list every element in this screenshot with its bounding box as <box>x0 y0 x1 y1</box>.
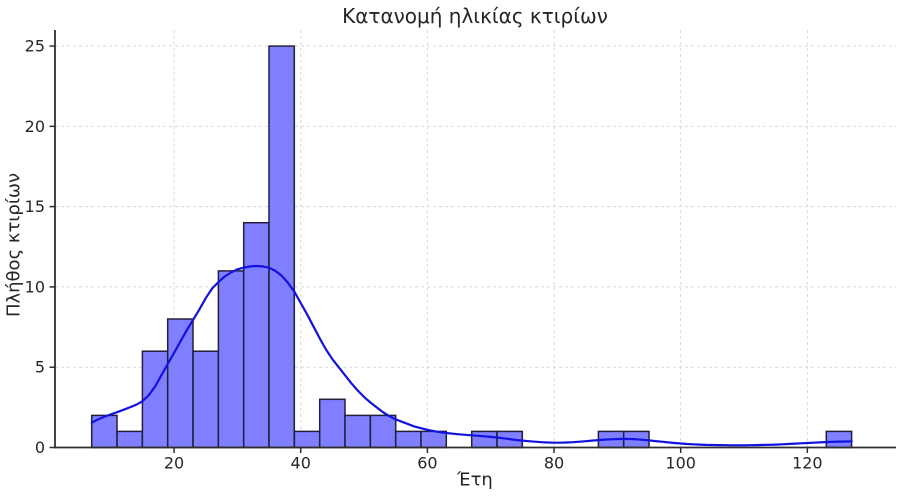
histogram-bar <box>268 45 296 449</box>
y-tick-label: 25 <box>25 37 45 56</box>
x-tick-label: 80 <box>544 454 564 473</box>
y-tick-label: 20 <box>25 117 45 136</box>
histogram-bar <box>242 221 270 449</box>
chart-title: Κατανομή ηλικίας κτιρίων <box>342 4 608 28</box>
histogram-bar <box>217 270 245 449</box>
y-tick-label: 15 <box>25 197 45 216</box>
x-tick-label: 20 <box>164 454 184 473</box>
histogram-bar <box>344 414 372 449</box>
histogram-bar <box>369 414 397 449</box>
x-tick-label: 120 <box>792 454 823 473</box>
y-axis-label: Πλήθος κτιρίων <box>3 172 25 318</box>
y-tick-label: 0 <box>35 438 45 457</box>
x-tick-label: 100 <box>665 454 696 473</box>
histogram-bar <box>470 430 498 449</box>
histogram-bar <box>141 350 169 449</box>
histogram-bar <box>394 430 422 449</box>
histogram-bar <box>116 430 144 449</box>
x-tick-label: 40 <box>291 454 311 473</box>
histogram-bar <box>318 398 346 449</box>
y-tick-label: 10 <box>25 277 45 296</box>
x-tick-label: 60 <box>417 454 437 473</box>
histogram-bar <box>825 430 853 449</box>
x-axis-label: Έτη <box>457 469 493 491</box>
kde-curve <box>90 264 853 447</box>
histogram-bar <box>166 318 194 449</box>
histogram-bar <box>192 350 220 449</box>
histogram-bar <box>293 430 321 449</box>
histogram-bar <box>420 430 448 449</box>
y-tick-label: 5 <box>35 358 45 377</box>
